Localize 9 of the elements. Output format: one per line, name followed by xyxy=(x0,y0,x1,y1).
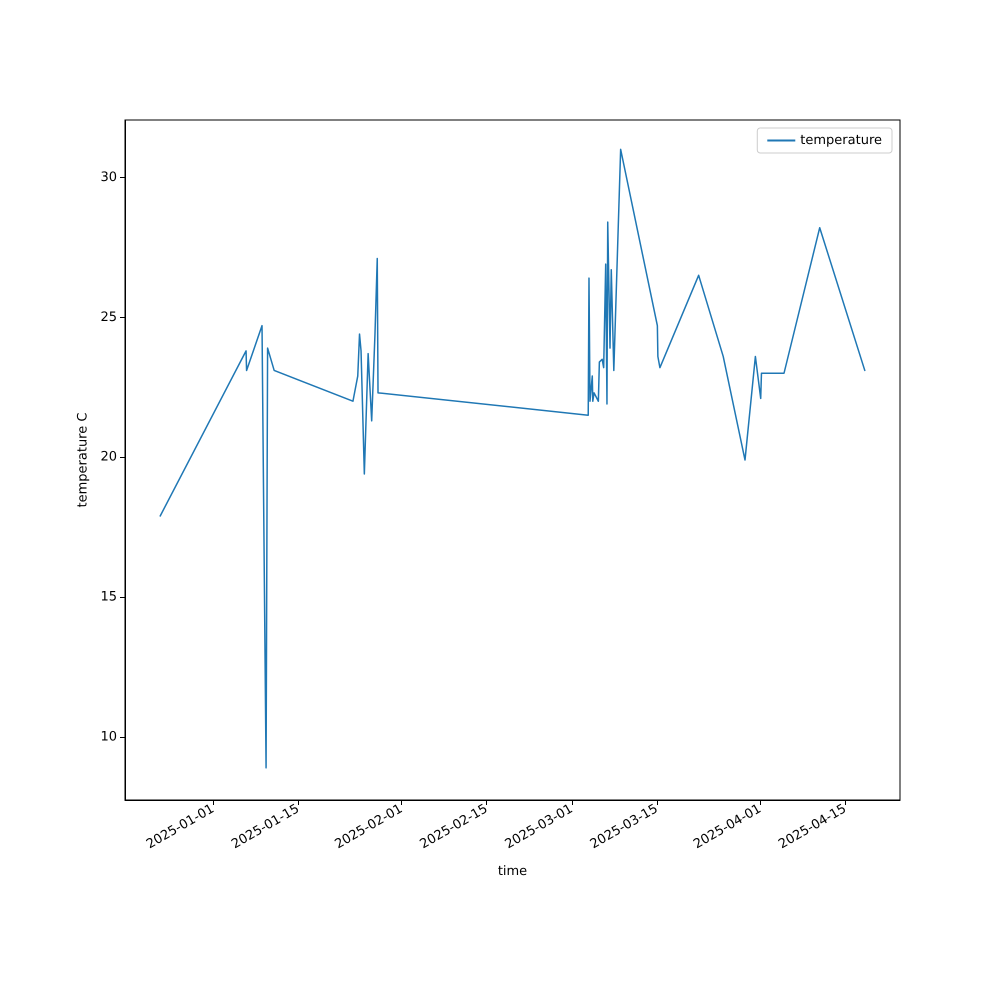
y-axis-title: temperature C xyxy=(76,412,91,508)
y-tick-label: 30 xyxy=(100,170,117,185)
y-tick-label: 25 xyxy=(100,310,117,325)
x-axis-title: time xyxy=(498,864,528,879)
y-tick-label: 10 xyxy=(100,730,117,745)
y-tick-label: 20 xyxy=(100,450,117,465)
y-tick-label: 15 xyxy=(100,590,117,605)
legend-label: temperature xyxy=(800,133,882,148)
line-series xyxy=(159,148,866,769)
